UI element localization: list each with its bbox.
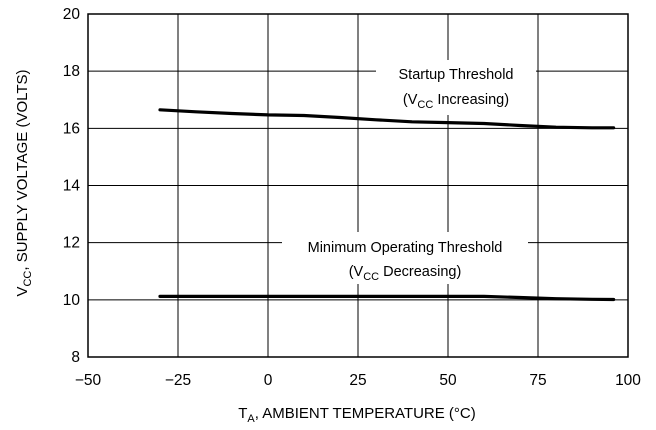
minimum-operating-threshold-line (158, 294, 616, 302)
y-axis-label-main: V (14, 287, 31, 297)
annotation-condition: (VCC Decreasing) (349, 264, 462, 283)
y-axis-label-rest: , SUPPLY VOLTAGE (VOLTS) (14, 69, 31, 270)
y-tick-label: 10 (63, 292, 81, 309)
y-axis-label-sub: CC (22, 271, 34, 287)
y-tick-label: 20 (63, 6, 81, 23)
annotation-background (282, 232, 528, 284)
x-tick-label: 75 (529, 372, 546, 389)
data-series (158, 108, 616, 302)
x-tick-label: −50 (75, 372, 102, 389)
x-axis-label: TA, AMBIENT TEMPERATURE (°C) (238, 405, 476, 425)
x-tick-label: 25 (349, 372, 366, 389)
y-tick-label: 12 (63, 235, 80, 252)
x-tick-label: −25 (165, 372, 191, 389)
annotation-condition: (VCC Increasing) (403, 92, 509, 111)
y-tick-label: 8 (71, 349, 80, 366)
x-axis-label-rest: , AMBIENT TEMPERATURE (°C) (255, 405, 476, 422)
x-tick-label: 50 (439, 372, 457, 389)
y-tick-label: 14 (63, 178, 81, 195)
series-annotations: Startup Threshold (VCC Increasing) Minimum… (282, 60, 536, 284)
startup-threshold-line (158, 108, 616, 130)
y-tick-label: 18 (63, 63, 80, 80)
x-axis-label-main: T (238, 405, 247, 422)
y-axis-label: VCC, SUPPLY VOLTAGE (VOLTS) (14, 69, 34, 296)
x-tick-labels: −50 −25 0 25 50 75 100 (75, 372, 641, 389)
x-axis-label-sub: A (247, 413, 255, 425)
x-tick-label: 0 (264, 372, 273, 389)
y-tick-labels: 8 10 12 14 16 18 20 (63, 6, 81, 366)
annotation-background (376, 60, 536, 115)
annotation-title: Minimum Operating Threshold (308, 240, 503, 256)
grid-lines (88, 14, 628, 357)
y-tick-label: 16 (63, 120, 80, 137)
plot-frame (87, 13, 629, 358)
annotation-title: Startup Threshold (399, 67, 514, 83)
x-tick-label: 100 (615, 372, 641, 389)
